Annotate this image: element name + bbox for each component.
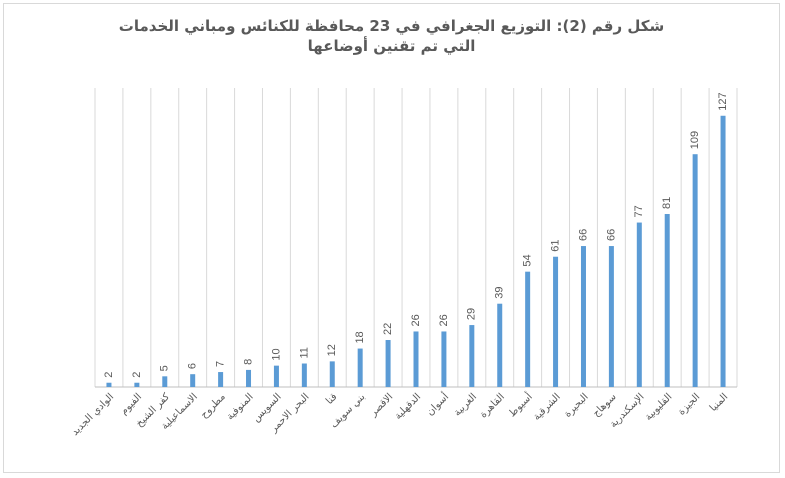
data-label: 109	[689, 131, 701, 149]
bar	[525, 271, 531, 387]
chart-frame: شكل رقم (2): التوزيع الجغرافي في 23 محاف…	[3, 3, 780, 473]
data-label: 26	[410, 314, 422, 326]
bar	[608, 246, 614, 387]
data-label: 5	[159, 365, 171, 371]
bar	[720, 115, 726, 387]
category-label: المنيا	[708, 391, 730, 413]
bar	[162, 376, 168, 387]
data-label: 81	[661, 197, 673, 209]
bar	[664, 214, 670, 387]
category-label: البحيرة	[562, 391, 590, 419]
bar	[469, 325, 475, 387]
category-label: القاهرة	[478, 391, 507, 420]
category-label: أسوان	[423, 390, 451, 418]
bar	[553, 256, 559, 387]
bar	[246, 369, 252, 387]
chart-title-line-2: التي تم تقنين أوضاعها	[307, 37, 476, 55]
data-label: 7	[215, 361, 227, 367]
data-label: 127	[717, 92, 729, 110]
bar	[357, 348, 363, 387]
data-label: 2	[131, 372, 143, 378]
category-label: الوادي الجديد	[70, 391, 117, 438]
data-label: 18	[354, 331, 366, 343]
bar	[636, 222, 642, 387]
data-label: 6	[187, 363, 199, 369]
bar	[106, 382, 112, 387]
data-label: 26	[438, 314, 450, 326]
bar	[385, 340, 391, 387]
category-label: الجيزة	[676, 391, 702, 417]
bar	[413, 331, 419, 387]
data-label: 12	[326, 344, 338, 356]
category-label: الغربية	[452, 391, 479, 418]
bar	[273, 365, 279, 387]
bar	[692, 154, 698, 387]
bar	[329, 361, 335, 387]
data-label: 77	[633, 205, 645, 217]
data-label: 29	[466, 308, 478, 320]
chart-title-line-1: شكل رقم (2): التوزيع الجغرافي في 23 محاف…	[118, 17, 665, 35]
category-label: القليوبية	[643, 391, 674, 422]
data-label: 2	[103, 372, 115, 378]
bars	[106, 115, 726, 387]
category-label: مطروح	[199, 391, 228, 420]
category-label: الدقهلية	[393, 391, 424, 422]
data-label: 39	[494, 286, 506, 298]
category-label: الاقصر	[367, 391, 395, 419]
data-label: 8	[242, 359, 254, 365]
bar	[580, 246, 586, 387]
data-label: 10	[270, 348, 282, 360]
bar	[190, 374, 196, 387]
bar	[301, 363, 307, 387]
category-label: الشرقية	[531, 391, 562, 422]
bar	[441, 331, 447, 387]
bar	[497, 303, 503, 387]
data-label: 66	[605, 229, 617, 241]
data-label: 66	[577, 229, 589, 241]
bar	[218, 372, 224, 387]
bar	[134, 382, 140, 387]
chart-title: شكل رقم (2): التوزيع الجغرافي في 23 محاف…	[44, 16, 739, 56]
data-label: 22	[382, 323, 394, 335]
category-label: قنا	[324, 391, 340, 407]
gridlines	[94, 88, 738, 387]
data-label: 54	[522, 254, 534, 266]
data-label: 11	[298, 347, 310, 358]
data-label: 61	[549, 239, 561, 251]
category-label: الفيوم	[118, 391, 144, 417]
